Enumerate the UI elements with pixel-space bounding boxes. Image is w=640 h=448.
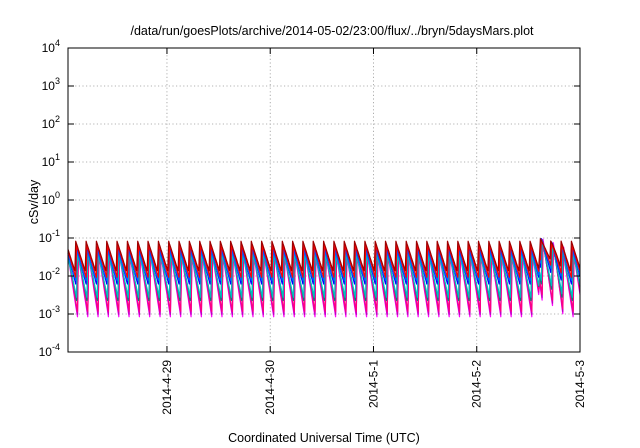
y-tick-label: 102 (42, 114, 60, 131)
y-tick-label: 10-1 (39, 228, 60, 245)
y-tick-label: 10-2 (39, 266, 60, 283)
y-tick-label: 10-3 (39, 304, 60, 321)
x-tick-label: 2014-4-30 (263, 360, 277, 415)
x-axis-label: Coordinated Universal Time (UTC) (228, 431, 420, 445)
y-tick-label: 104 (42, 38, 60, 55)
series-layer (67, 238, 581, 318)
y-axis-label: cSv/day (27, 179, 41, 224)
y-tick-label: 100 (42, 190, 60, 207)
x-tick-label: 2014-4-29 (160, 360, 174, 415)
chart-title: /data/run/goesPlots/archive/2014-05-02/2… (130, 24, 534, 38)
series-line (67, 239, 581, 278)
x-tick-label: 2014-5-2 (470, 360, 484, 408)
y-tick-label: 103 (42, 76, 60, 93)
tick-layer: 10-4 10-3 10-2 10-1 100 101 102 103 104 2014-4-29… (39, 38, 587, 415)
series-line (67, 240, 581, 298)
x-tick-label: 2014-5-1 (366, 360, 380, 408)
series-line (67, 238, 581, 272)
x-tick-label: 2014-5-3 (573, 360, 587, 408)
y-tick-label: 101 (42, 152, 60, 169)
y-tick-label: 10-4 (39, 342, 60, 359)
